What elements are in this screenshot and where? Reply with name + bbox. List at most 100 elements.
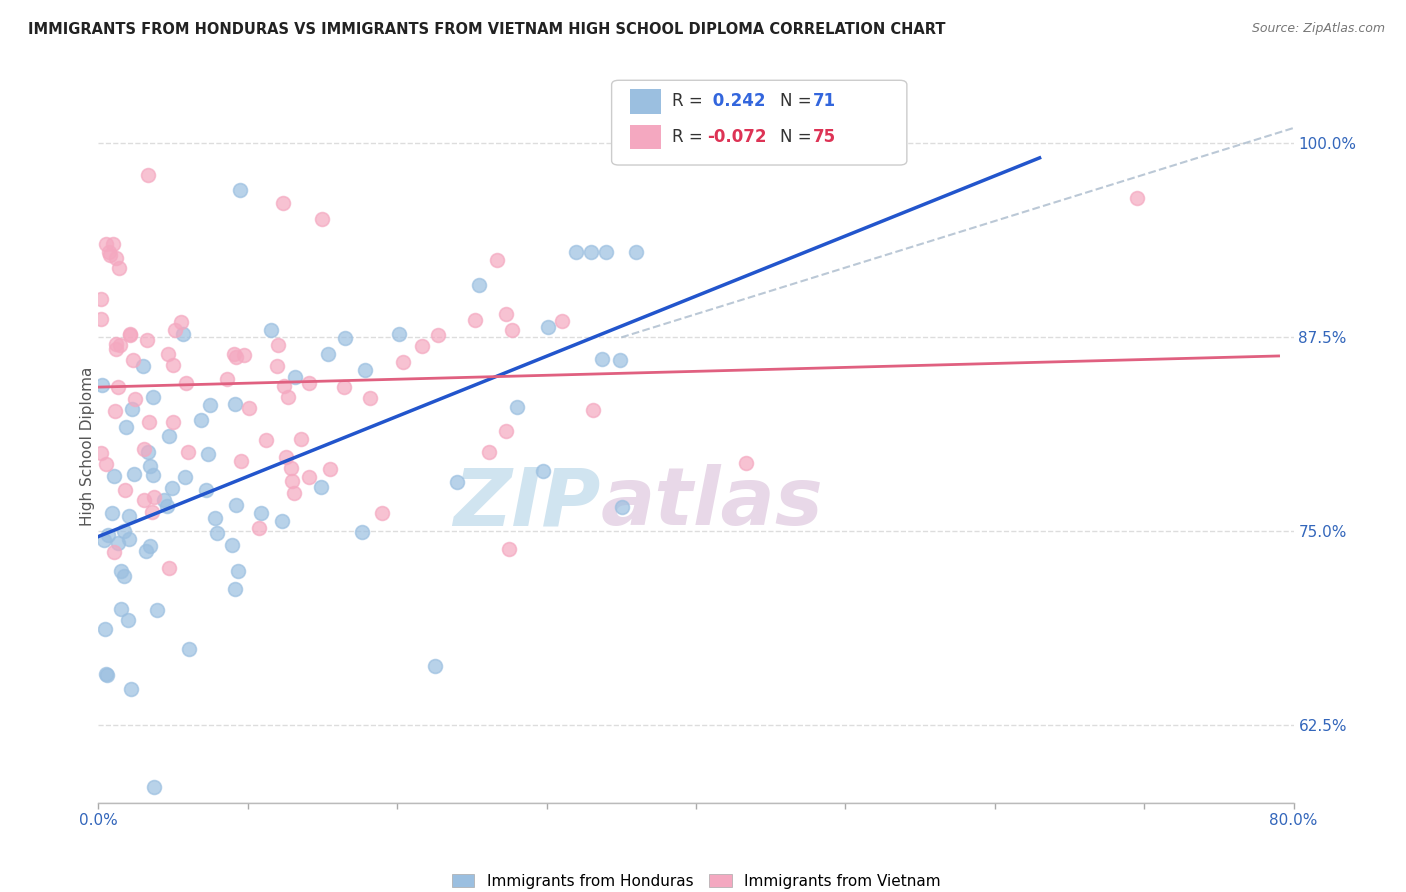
Point bbox=[595, 245, 617, 260]
Point bbox=[354, 362, 377, 376]
Point bbox=[333, 380, 356, 394]
Point bbox=[273, 378, 295, 392]
Point bbox=[319, 461, 342, 475]
Point bbox=[90, 292, 112, 306]
Point bbox=[107, 536, 129, 550]
Point bbox=[609, 353, 631, 368]
Point bbox=[103, 469, 125, 483]
Point bbox=[225, 350, 247, 364]
Point bbox=[221, 538, 243, 552]
Point bbox=[139, 459, 162, 474]
Point bbox=[222, 347, 245, 361]
Point bbox=[478, 444, 501, 458]
Point bbox=[446, 475, 468, 489]
Point bbox=[581, 245, 603, 260]
Point bbox=[153, 492, 176, 507]
Point bbox=[141, 505, 163, 519]
Point bbox=[388, 327, 411, 342]
Point bbox=[108, 337, 131, 351]
Text: IMMIGRANTS FROM HONDURAS VS IMMIGRANTS FROM VIETNAM HIGH SCHOOL DIPLOMA CORRELAT: IMMIGRANTS FROM HONDURAS VS IMMIGRANTS F… bbox=[28, 22, 946, 37]
Point bbox=[114, 483, 136, 498]
Point bbox=[311, 480, 333, 494]
Text: ZIP: ZIP bbox=[453, 464, 600, 542]
Point bbox=[298, 376, 321, 391]
Point bbox=[311, 212, 333, 227]
Point bbox=[104, 404, 127, 418]
Text: N =: N = bbox=[780, 93, 817, 111]
Point bbox=[225, 499, 247, 513]
Point bbox=[110, 602, 132, 616]
Text: R =: R = bbox=[672, 93, 709, 111]
Point bbox=[97, 245, 120, 260]
Point bbox=[591, 351, 613, 366]
Point bbox=[146, 602, 169, 616]
Point bbox=[249, 506, 271, 520]
Point bbox=[105, 252, 128, 266]
Point bbox=[172, 327, 194, 342]
Point bbox=[124, 392, 146, 407]
Point bbox=[90, 445, 112, 459]
Point bbox=[105, 343, 128, 357]
Point bbox=[224, 397, 246, 411]
Point bbox=[350, 525, 373, 540]
Point bbox=[112, 524, 135, 538]
Point bbox=[108, 260, 131, 275]
Point bbox=[174, 470, 197, 484]
Point bbox=[283, 485, 305, 500]
Point bbox=[93, 533, 115, 548]
Point bbox=[205, 525, 228, 540]
Point bbox=[423, 659, 446, 673]
Point bbox=[280, 461, 302, 475]
Point bbox=[132, 442, 155, 457]
Point bbox=[118, 532, 141, 546]
Point bbox=[162, 415, 184, 429]
Point bbox=[498, 541, 520, 556]
Point bbox=[284, 370, 307, 384]
Point bbox=[179, 642, 201, 657]
Point bbox=[103, 544, 125, 558]
Point bbox=[104, 336, 127, 351]
Point bbox=[117, 613, 139, 627]
Point bbox=[254, 433, 277, 447]
Point bbox=[226, 564, 249, 578]
Point bbox=[156, 347, 179, 361]
Point bbox=[100, 248, 122, 262]
Point bbox=[464, 312, 486, 326]
Text: atlas: atlas bbox=[600, 464, 823, 542]
Point bbox=[190, 413, 212, 427]
Point bbox=[259, 323, 281, 337]
Point bbox=[135, 544, 157, 558]
Point bbox=[290, 433, 312, 447]
Point bbox=[162, 358, 184, 372]
Text: 75: 75 bbox=[813, 128, 835, 146]
Point bbox=[121, 353, 143, 368]
Point bbox=[142, 390, 165, 404]
Point bbox=[271, 514, 294, 528]
Point bbox=[468, 278, 491, 293]
Text: Source: ZipAtlas.com: Source: ZipAtlas.com bbox=[1251, 22, 1385, 36]
Point bbox=[626, 245, 648, 260]
Point bbox=[112, 569, 135, 583]
Point bbox=[411, 339, 433, 353]
Point bbox=[134, 493, 156, 508]
Point bbox=[276, 450, 298, 464]
Point bbox=[495, 424, 517, 438]
Point bbox=[118, 328, 141, 343]
Point bbox=[110, 565, 132, 579]
Point bbox=[118, 508, 141, 523]
Point bbox=[371, 506, 394, 520]
Point bbox=[94, 667, 117, 681]
Point bbox=[138, 416, 160, 430]
Point bbox=[506, 400, 529, 414]
Point bbox=[298, 470, 321, 484]
Point bbox=[531, 464, 554, 478]
Point bbox=[120, 681, 142, 696]
Point bbox=[101, 506, 124, 520]
Point bbox=[122, 467, 145, 482]
Point bbox=[501, 323, 523, 337]
Point bbox=[229, 183, 252, 197]
Point bbox=[426, 328, 449, 343]
Y-axis label: High School Diploma: High School Diploma bbox=[80, 367, 94, 525]
Point bbox=[115, 420, 138, 434]
Text: 71: 71 bbox=[813, 93, 835, 111]
